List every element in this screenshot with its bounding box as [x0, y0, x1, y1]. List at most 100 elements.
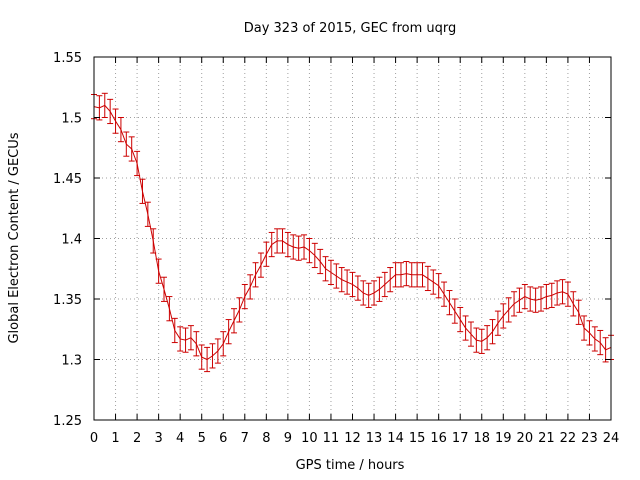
y-tick-label: 1.3 [61, 354, 82, 369]
data-point [204, 346, 211, 373]
data-point [333, 263, 340, 289]
data-point [521, 283, 528, 310]
data-point [241, 283, 248, 310]
data-point [494, 310, 501, 336]
data-point [387, 267, 394, 293]
grid-lines [94, 57, 611, 420]
y-axis-label: Global Electron Content / GECUs [7, 132, 22, 343]
data-point [117, 117, 124, 143]
data-point [322, 256, 329, 282]
x-tick-label: 7 [241, 431, 249, 446]
data-point [462, 315, 469, 341]
x-tick-label: 4 [176, 431, 184, 446]
y-tick-label: 1.45 [53, 172, 82, 187]
data-point [397, 262, 404, 288]
data-point [327, 259, 334, 285]
y-tick-label: 1.55 [53, 51, 82, 66]
data-point [365, 282, 372, 308]
data-point [403, 260, 410, 287]
data-point [96, 95, 103, 121]
y-tick-label: 1.4 [61, 233, 82, 248]
x-tick-label: 5 [198, 431, 206, 446]
data-point [511, 291, 518, 317]
x-tick-label: 20 [517, 431, 534, 446]
data-point [505, 297, 512, 323]
data-point [344, 269, 351, 295]
x-tick-label: 23 [581, 431, 598, 446]
data-point [231, 308, 238, 334]
data-point [220, 331, 227, 357]
data-point [548, 282, 555, 308]
data-point [171, 317, 178, 344]
data-point [236, 297, 243, 323]
data-point [257, 252, 264, 278]
data-point [500, 303, 507, 329]
axis-ticks [93, 56, 612, 421]
x-tick-label: 0 [90, 431, 98, 446]
data-point [193, 331, 200, 357]
data-point [301, 234, 308, 260]
data-point [451, 298, 458, 324]
data-point [349, 271, 356, 298]
data-point [209, 343, 216, 369]
data-point [311, 242, 318, 269]
data-point [537, 286, 544, 312]
data-point [263, 241, 270, 267]
data-point [107, 98, 114, 125]
data-point [166, 296, 173, 322]
y-tick-label: 1.25 [53, 414, 82, 429]
data-point [586, 320, 593, 346]
data-point [354, 275, 361, 301]
x-tick-label: 1 [111, 431, 119, 446]
data-point [214, 338, 221, 364]
data-point [467, 321, 474, 347]
x-axis-label: GPS time / hours [296, 458, 405, 473]
data-point [570, 291, 577, 317]
data-point [134, 150, 141, 177]
x-tick-label: 22 [560, 431, 577, 446]
data-point [101, 92, 108, 118]
data-series [91, 92, 614, 373]
data-point [414, 262, 421, 288]
data-point [128, 136, 135, 162]
data-point [381, 271, 388, 298]
data-point [489, 319, 496, 345]
x-tick-label: 21 [538, 431, 555, 446]
data-point [392, 262, 399, 288]
data-point [446, 290, 453, 316]
data-point [295, 235, 302, 261]
x-tick-label: 2 [133, 431, 141, 446]
data-point [591, 326, 598, 352]
x-tick-label: 6 [219, 431, 227, 446]
y-tick-label: 1.35 [53, 293, 82, 308]
data-point [559, 279, 566, 305]
data-point [306, 238, 313, 264]
x-tick-label: 15 [409, 431, 426, 446]
data-point [123, 131, 130, 157]
y-tick-label: 1.5 [61, 112, 82, 127]
data-point [419, 262, 426, 288]
data-point [161, 276, 168, 302]
x-tick-label: 12 [344, 431, 361, 446]
data-point [430, 269, 437, 295]
data-point [225, 319, 232, 345]
data-point [150, 228, 157, 254]
data-point [473, 327, 480, 353]
data-point [338, 267, 345, 293]
data-point [554, 280, 561, 306]
data-point [516, 287, 523, 313]
x-tick-label: 8 [262, 431, 270, 446]
data-point [424, 265, 431, 292]
data-point [371, 280, 378, 306]
data-point [602, 337, 609, 363]
data-point [532, 287, 539, 313]
data-point [441, 281, 448, 307]
data-point [317, 248, 324, 275]
data-point [581, 315, 588, 341]
data-point [527, 286, 534, 312]
data-point [187, 325, 194, 351]
data-point [112, 108, 119, 134]
x-tick-label: 16 [430, 431, 447, 446]
data-point [144, 201, 151, 227]
